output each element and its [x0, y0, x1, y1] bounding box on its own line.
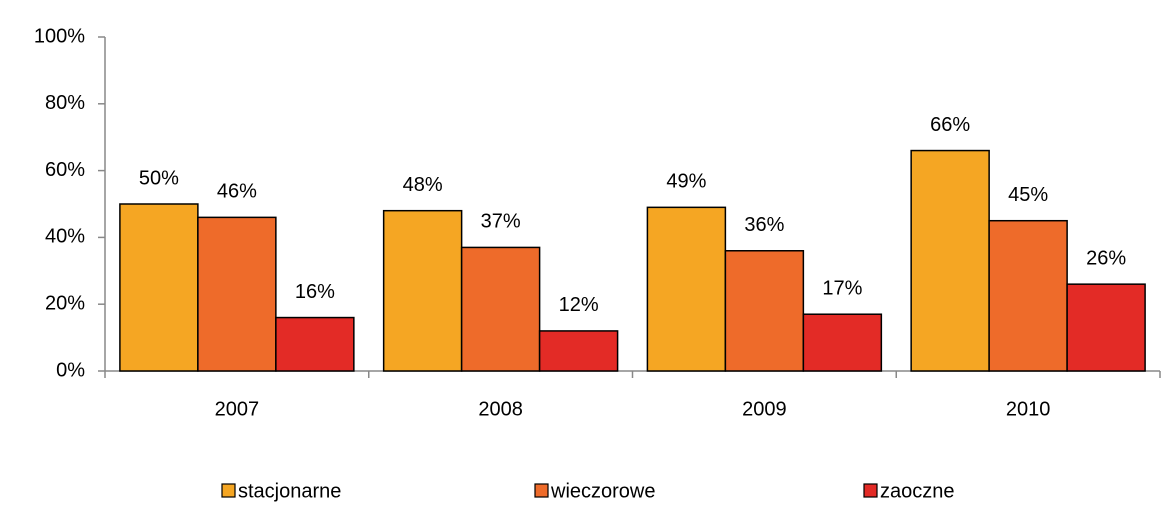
y-tick-label: 60%	[45, 159, 85, 181]
bar	[275, 316, 355, 372]
bar	[724, 250, 805, 372]
bar	[646, 206, 727, 372]
legend-swatch	[534, 483, 549, 498]
bar	[802, 313, 883, 372]
y-tick-label: 20%	[45, 292, 85, 314]
bar	[1066, 283, 1146, 372]
value-label: 12%	[559, 294, 599, 316]
x-tick-label: 2009	[742, 398, 787, 420]
bar	[910, 149, 990, 372]
y-tick-label: 40%	[45, 226, 85, 248]
bar	[382, 209, 463, 372]
x-tick-label: 2007	[215, 398, 260, 420]
value-label: 17%	[822, 278, 862, 300]
legend-swatch	[863, 483, 878, 498]
legend-label: zaoczne	[880, 480, 955, 502]
legend-swatch	[221, 483, 236, 498]
value-label: 16%	[295, 281, 335, 303]
bar	[538, 330, 619, 372]
value-label: 26%	[1086, 247, 1126, 269]
y-tick-label: 80%	[45, 92, 85, 114]
value-label: 36%	[744, 214, 784, 236]
legend-label: stacjonarne	[238, 480, 341, 502]
value-label: 46%	[217, 181, 257, 203]
value-label: 66%	[930, 114, 970, 136]
value-label: 48%	[403, 174, 443, 196]
x-tick-label: 2010	[1006, 398, 1051, 420]
y-tick-label: 0%	[56, 359, 85, 381]
legend-label: wieczorowe	[550, 480, 655, 502]
value-label: 49%	[666, 171, 706, 193]
value-label: 50%	[139, 167, 179, 189]
y-tick-label: 100%	[34, 25, 85, 47]
value-label: 37%	[481, 211, 521, 233]
value-label: 45%	[1008, 184, 1048, 206]
bar	[119, 203, 199, 372]
bar	[197, 216, 277, 372]
bar	[460, 246, 541, 372]
bar	[988, 219, 1068, 372]
x-tick-label: 2008	[478, 398, 523, 420]
